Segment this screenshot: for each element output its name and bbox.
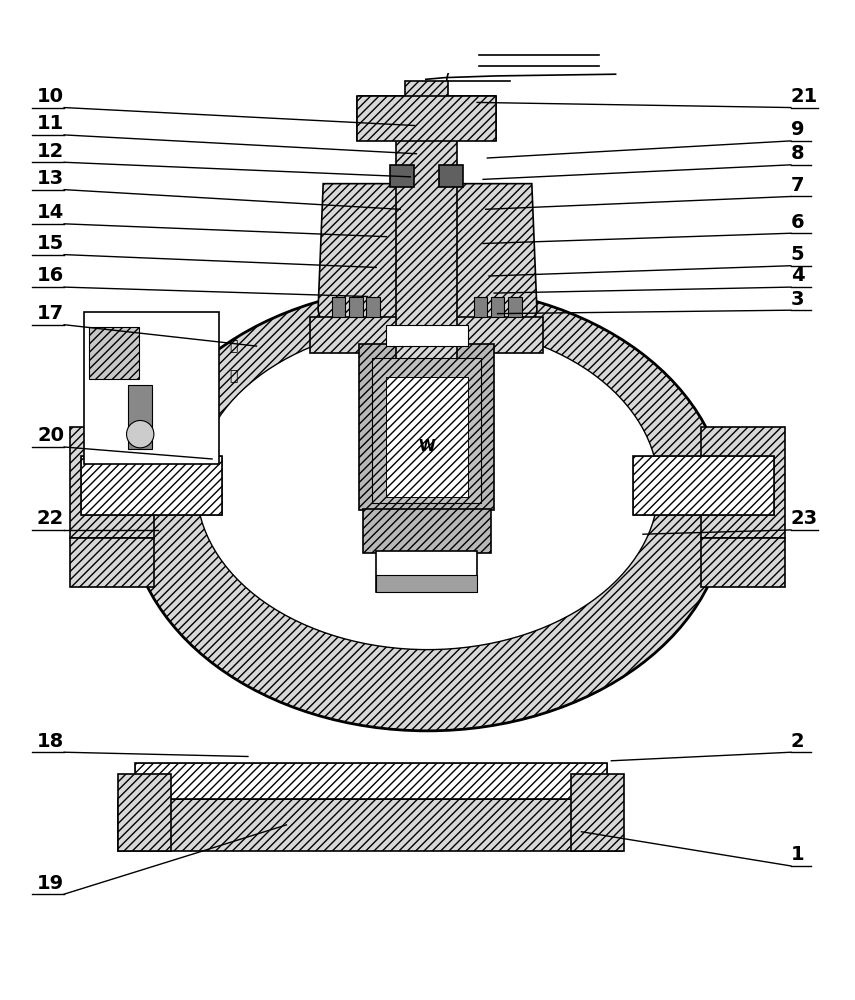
Bar [366,297,380,317]
Bar [405,81,448,102]
Bar [439,165,463,187]
Text: 放: 放 [229,339,238,353]
Bar [376,551,477,592]
Bar [363,509,491,553]
Text: W: W [418,439,435,454]
Text: 21: 21 [791,87,818,106]
Bar [386,377,468,497]
Bar [376,575,477,592]
Bar [474,297,487,317]
Bar [491,297,504,317]
Bar [118,774,171,851]
Text: 6: 6 [791,213,805,232]
Bar [571,774,624,851]
Text: 5: 5 [791,245,805,264]
Bar [81,456,222,515]
Text: 11: 11 [37,114,64,133]
Bar [390,165,414,187]
Text: 23: 23 [791,509,818,528]
Bar [386,325,468,346]
Bar [128,385,152,449]
Circle shape [127,420,154,448]
Text: 19: 19 [37,874,64,893]
Bar [701,538,785,587]
Ellipse shape [197,325,658,650]
Text: 22: 22 [37,509,64,528]
Bar [332,297,345,317]
Text: 1: 1 [791,845,805,864]
Bar [508,297,522,317]
Text: 8: 8 [791,144,805,163]
Text: 14: 14 [37,203,64,222]
Bar [372,358,481,503]
Text: 7: 7 [791,176,805,195]
Bar [118,799,622,851]
Bar [396,98,457,414]
Bar [357,96,496,141]
Bar [70,538,154,587]
Bar [89,327,139,379]
Text: 4: 4 [791,266,805,285]
Bar [633,456,774,515]
Text: 3: 3 [791,290,805,309]
Bar [386,377,468,497]
Text: 13: 13 [37,169,64,188]
Text: 16: 16 [37,266,64,285]
Text: 2: 2 [791,732,805,751]
Bar [701,427,785,538]
Text: 12: 12 [37,142,64,161]
Text: 10: 10 [37,87,64,106]
Text: 9: 9 [791,120,805,139]
Text: 17: 17 [37,304,64,323]
Bar [310,317,543,353]
Text: 大: 大 [229,369,238,383]
Polygon shape [318,184,537,320]
Bar [359,344,494,510]
Bar [349,297,363,317]
Bar [70,427,154,538]
Bar [633,456,774,515]
Bar [135,763,607,799]
Text: 15: 15 [37,234,64,253]
Text: 18: 18 [37,732,64,751]
Ellipse shape [128,286,727,731]
Bar [84,312,219,464]
Text: 20: 20 [37,426,64,445]
Bar [135,763,607,799]
Bar [81,456,222,515]
